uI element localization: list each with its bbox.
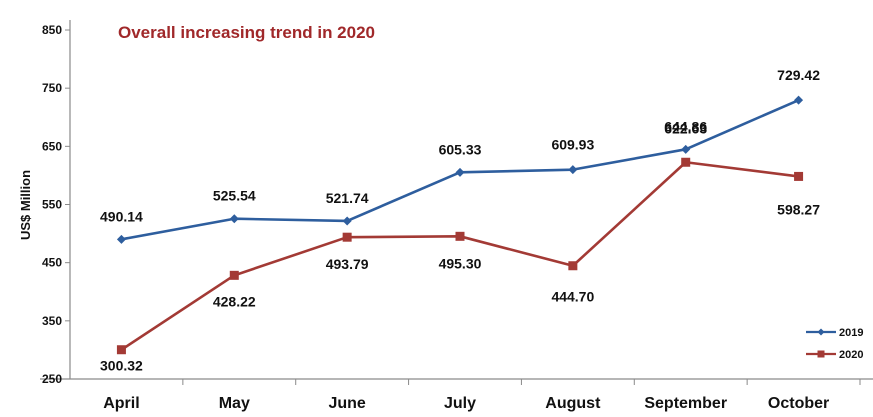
y-tick-label: 350 — [42, 314, 62, 328]
y-tick-labels: 250 350 450 550 650 750 850 — [42, 23, 70, 386]
x-tick-label: August — [545, 395, 601, 412]
data-point-2019 — [681, 144, 691, 154]
data-label: 493.79 — [326, 256, 369, 272]
x-tick-label: April — [103, 395, 139, 412]
legend-label: 2020 — [839, 349, 863, 361]
legend-label: 2019 — [839, 327, 863, 339]
legend-marker — [817, 328, 825, 336]
data-label: 490.14 — [100, 208, 143, 224]
y-tick-label: 750 — [42, 81, 62, 95]
x-tick-label: October — [768, 395, 829, 412]
data-point-2020 — [116, 345, 126, 355]
y-tick-label: 550 — [42, 198, 62, 212]
x-tick-label: September — [644, 395, 727, 412]
y-tick-label: 450 — [42, 256, 62, 270]
data-label: 495.30 — [439, 255, 482, 271]
chart-title: Overall increasing trend in 2020 — [118, 23, 375, 42]
y-tick-label: 850 — [42, 23, 62, 37]
data-point-2019 — [455, 167, 465, 177]
data-point-2020 — [568, 261, 578, 271]
data-point-2019 — [794, 95, 804, 105]
data-point-2019 — [116, 234, 126, 244]
data-label: 622.63 — [664, 120, 707, 136]
x-tick-label: May — [219, 395, 250, 412]
data-label: 444.70 — [551, 289, 594, 305]
data-point-2019 — [229, 214, 239, 224]
data-label: 598.27 — [777, 201, 820, 217]
y-tick-label: 250 — [42, 372, 62, 386]
x-tick-labels: April May June July August September October — [103, 379, 861, 412]
data-point-2020 — [455, 231, 465, 241]
data-label: 428.22 — [213, 293, 256, 309]
data-point-2020 — [342, 232, 352, 242]
data-label: 521.74 — [326, 190, 369, 206]
series-layer — [116, 95, 804, 355]
data-label: 525.54 — [213, 188, 256, 204]
data-label: 300.32 — [100, 358, 143, 374]
data-point-2020 — [794, 171, 804, 181]
data-point-2020 — [681, 157, 691, 167]
data-label: 729.42 — [777, 67, 820, 83]
data-labels: 490.14 525.54 521.74 605.33 609.93 644.86 729.… — [100, 67, 820, 374]
data-point-2020 — [229, 270, 239, 280]
legend-marker — [817, 350, 825, 358]
x-tick-label: June — [328, 395, 365, 412]
axes — [40, 20, 873, 380]
data-point-2019 — [568, 165, 578, 175]
data-point-2019 — [342, 216, 352, 226]
legend: 2019 2020 — [806, 327, 863, 361]
y-axis-label: US$ Million — [18, 170, 33, 240]
data-label: 644.86 — [664, 118, 707, 134]
y-tick-label: 650 — [42, 139, 62, 153]
data-label: 609.93 — [551, 137, 594, 153]
x-tick-label: July — [444, 395, 476, 412]
data-label: 605.33 — [439, 141, 482, 157]
